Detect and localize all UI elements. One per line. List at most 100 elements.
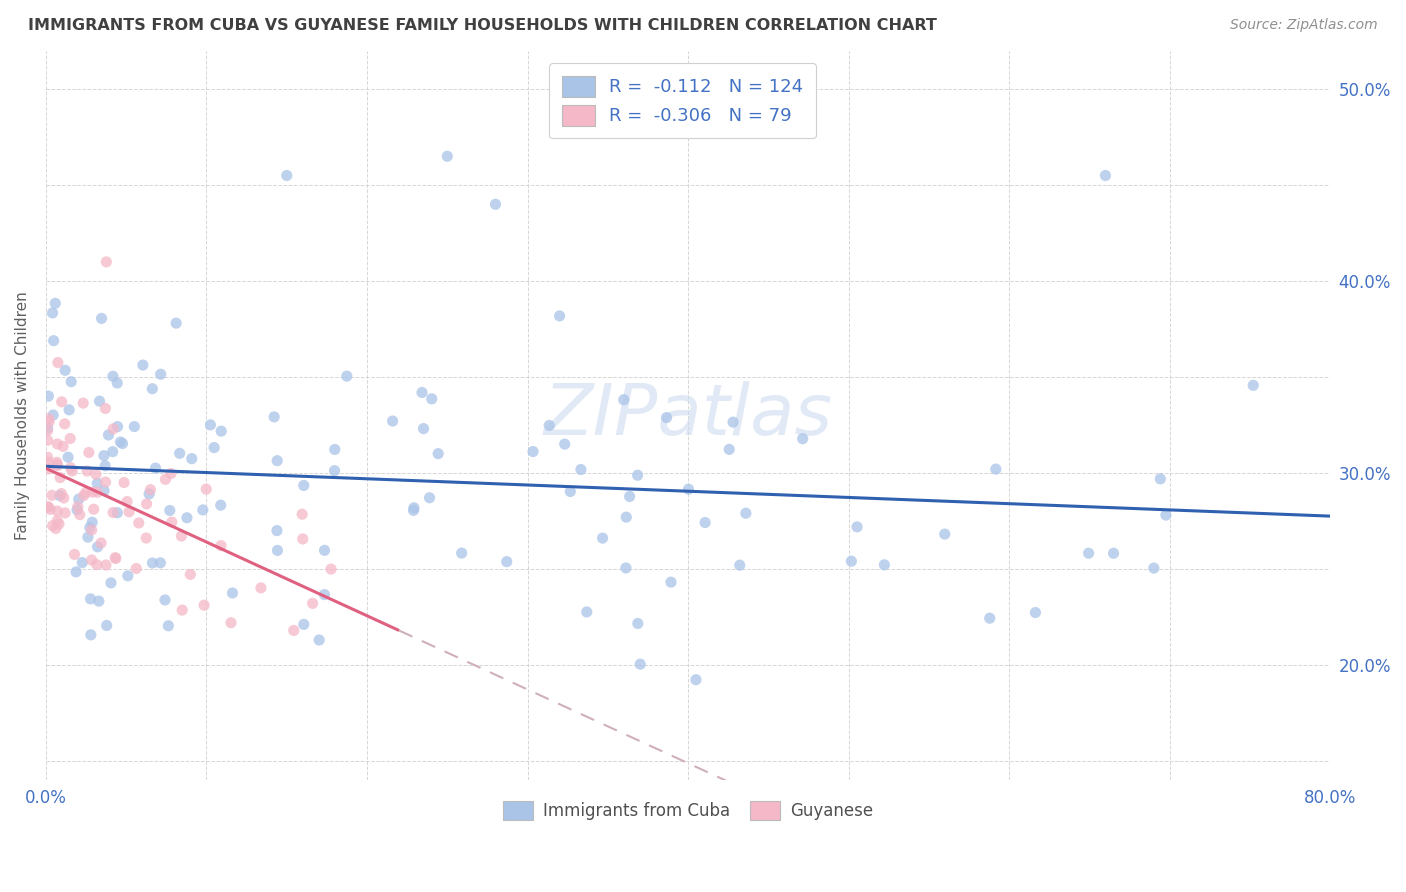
Point bbox=[402, 503, 425, 517]
Point bbox=[292, 617, 315, 632]
Point bbox=[614, 561, 637, 575]
Point bbox=[72, 396, 94, 410]
Point bbox=[678, 482, 700, 496]
Point bbox=[48, 489, 70, 503]
Point bbox=[575, 605, 598, 619]
Text: Source: ZipAtlas.com: Source: ZipAtlas.com bbox=[1230, 18, 1378, 32]
Point bbox=[155, 472, 177, 486]
Text: IMMIGRANTS FROM CUBA VS GUYANESE FAMILY HOUSEHOLDS WITH CHILDREN CORRELATION CHA: IMMIGRANTS FROM CUBA VS GUYANESE FAMILY … bbox=[28, 18, 936, 33]
Point bbox=[402, 500, 425, 515]
Point bbox=[734, 506, 756, 520]
Point bbox=[141, 382, 163, 396]
Text: ZIPatlas: ZIPatlas bbox=[544, 381, 832, 450]
Point bbox=[841, 554, 863, 568]
Point bbox=[381, 414, 404, 428]
Point bbox=[138, 487, 160, 501]
Point bbox=[1094, 169, 1116, 183]
Point bbox=[141, 556, 163, 570]
Point bbox=[301, 596, 323, 610]
Point bbox=[96, 255, 118, 269]
Point bbox=[200, 417, 222, 432]
Point bbox=[103, 422, 125, 436]
Point bbox=[75, 485, 97, 500]
Point bbox=[132, 358, 155, 372]
Point bbox=[308, 632, 330, 647]
Point bbox=[221, 586, 243, 600]
Point bbox=[39, 502, 62, 516]
Point bbox=[614, 510, 637, 524]
Point bbox=[219, 615, 242, 630]
Point bbox=[45, 455, 67, 469]
Point bbox=[560, 484, 582, 499]
Point bbox=[548, 309, 571, 323]
Point bbox=[42, 334, 65, 348]
Point bbox=[176, 510, 198, 524]
Point bbox=[86, 485, 108, 500]
Point bbox=[124, 419, 146, 434]
Point bbox=[112, 475, 135, 490]
Point bbox=[84, 467, 107, 482]
Point bbox=[72, 556, 94, 570]
Point bbox=[149, 556, 172, 570]
Point bbox=[97, 428, 120, 442]
Point bbox=[46, 458, 69, 473]
Point bbox=[170, 529, 193, 543]
Point bbox=[51, 486, 73, 500]
Point bbox=[179, 567, 201, 582]
Point bbox=[846, 520, 869, 534]
Point bbox=[94, 558, 117, 572]
Point bbox=[276, 169, 298, 183]
Point bbox=[139, 483, 162, 497]
Point bbox=[160, 515, 183, 529]
Point bbox=[172, 603, 194, 617]
Point bbox=[38, 411, 60, 425]
Point bbox=[77, 530, 100, 544]
Point bbox=[1143, 561, 1166, 575]
Point bbox=[685, 673, 707, 687]
Point bbox=[1154, 508, 1177, 522]
Point bbox=[53, 506, 76, 520]
Point bbox=[180, 451, 202, 466]
Point bbox=[53, 363, 76, 377]
Point bbox=[38, 415, 60, 429]
Point bbox=[128, 516, 150, 530]
Point bbox=[1241, 378, 1264, 392]
Point bbox=[538, 418, 561, 433]
Point bbox=[52, 439, 75, 453]
Point bbox=[495, 555, 517, 569]
Point bbox=[169, 446, 191, 460]
Point bbox=[427, 447, 450, 461]
Point bbox=[37, 389, 59, 403]
Point bbox=[191, 503, 214, 517]
Point bbox=[323, 464, 346, 478]
Point bbox=[209, 539, 232, 553]
Point bbox=[1149, 472, 1171, 486]
Point bbox=[90, 311, 112, 326]
Point bbox=[41, 518, 63, 533]
Point bbox=[934, 527, 956, 541]
Point bbox=[436, 149, 458, 163]
Point bbox=[160, 467, 183, 481]
Point bbox=[49, 470, 72, 484]
Point bbox=[65, 565, 87, 579]
Point bbox=[202, 441, 225, 455]
Point bbox=[80, 523, 103, 537]
Point bbox=[67, 492, 90, 507]
Point bbox=[195, 482, 218, 496]
Point bbox=[52, 491, 75, 505]
Point bbox=[283, 624, 305, 638]
Point bbox=[82, 485, 104, 500]
Point bbox=[93, 483, 115, 498]
Point bbox=[125, 561, 148, 575]
Point bbox=[94, 458, 117, 473]
Point bbox=[613, 392, 636, 407]
Point bbox=[655, 410, 678, 425]
Point bbox=[94, 401, 117, 416]
Point bbox=[110, 435, 132, 450]
Point bbox=[41, 488, 63, 502]
Point bbox=[77, 445, 100, 459]
Point bbox=[117, 569, 139, 583]
Point bbox=[209, 498, 232, 512]
Point bbox=[659, 575, 682, 590]
Point bbox=[60, 375, 83, 389]
